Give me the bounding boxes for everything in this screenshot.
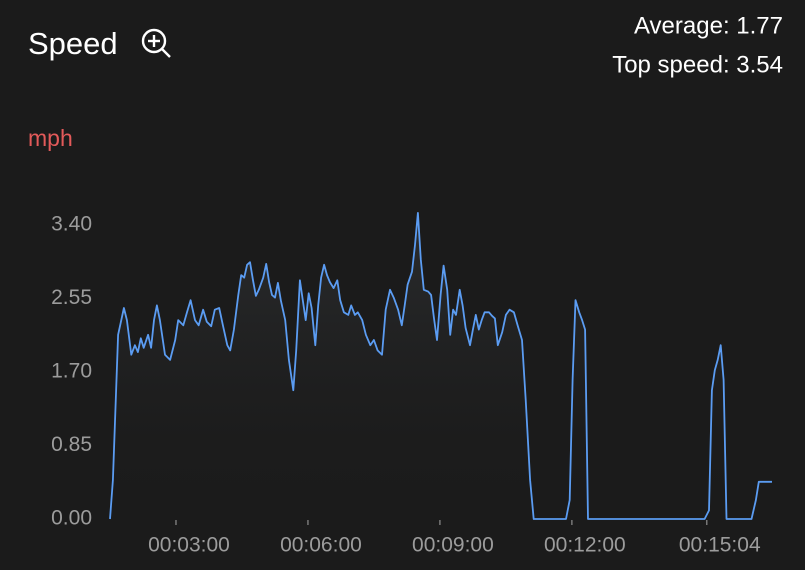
y-tick-label: 0.00: [51, 507, 92, 530]
x-tick-label: 00:09:00: [412, 534, 494, 557]
average: Average: 1.77: [634, 12, 783, 39]
y-tick-label: 1.70: [51, 360, 92, 383]
speed-line: [109, 212, 772, 520]
x-tick-label: 00:15:04: [679, 534, 761, 557]
y-tick-label: 2.55: [51, 286, 92, 309]
x-tick-label: 00:03:00: [148, 534, 230, 557]
y-tick-label: 0.85: [51, 433, 92, 456]
area-fill: [110, 212, 772, 519]
y-axis-label: mph: [28, 125, 73, 151]
top-speed: Top speed: 3.54: [612, 51, 783, 78]
zoom-icon[interactable]: [141, 28, 171, 58]
x-tick-label: 00:06:00: [280, 534, 362, 557]
x-tick-label: 00:12:00: [544, 534, 626, 557]
y-tick-label: 3.40: [51, 213, 92, 236]
title: Speed: [28, 26, 118, 61]
